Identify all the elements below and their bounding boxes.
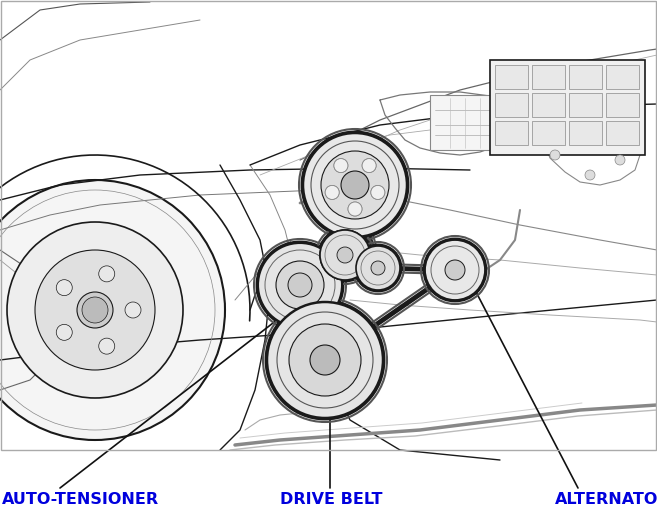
Bar <box>532 93 565 117</box>
Bar <box>569 65 602 89</box>
Circle shape <box>289 324 361 396</box>
Polygon shape <box>115 301 149 320</box>
Circle shape <box>57 280 72 296</box>
Circle shape <box>99 266 115 282</box>
Circle shape <box>310 345 340 375</box>
Circle shape <box>77 292 113 328</box>
Circle shape <box>425 240 485 300</box>
Circle shape <box>0 180 225 440</box>
Circle shape <box>371 185 385 199</box>
Text: ALTERNATOR: ALTERNATOR <box>555 492 657 507</box>
Circle shape <box>276 261 324 309</box>
Circle shape <box>371 185 385 199</box>
Bar <box>569 93 602 117</box>
Circle shape <box>348 202 362 216</box>
Circle shape <box>334 159 348 173</box>
Circle shape <box>310 345 340 375</box>
Circle shape <box>337 247 353 263</box>
Polygon shape <box>98 327 121 364</box>
Circle shape <box>288 273 312 297</box>
Circle shape <box>615 155 625 165</box>
Circle shape <box>371 261 385 275</box>
Circle shape <box>258 243 342 327</box>
Circle shape <box>337 247 353 263</box>
Circle shape <box>57 324 72 340</box>
Circle shape <box>267 302 383 418</box>
Circle shape <box>288 273 312 297</box>
Circle shape <box>267 302 383 418</box>
Bar <box>606 65 639 89</box>
Circle shape <box>362 159 376 173</box>
Bar <box>569 121 602 145</box>
Circle shape <box>99 338 115 354</box>
Bar <box>606 93 639 117</box>
Circle shape <box>320 230 370 280</box>
Circle shape <box>341 171 369 199</box>
Circle shape <box>371 261 385 275</box>
Bar <box>532 65 565 89</box>
Polygon shape <box>98 255 121 292</box>
Circle shape <box>445 260 465 280</box>
Circle shape <box>362 159 376 173</box>
Circle shape <box>325 185 339 199</box>
Circle shape <box>550 150 560 160</box>
Circle shape <box>356 246 400 290</box>
Circle shape <box>125 302 141 318</box>
Circle shape <box>303 133 407 237</box>
Bar <box>606 121 639 145</box>
Bar <box>495 93 528 117</box>
Circle shape <box>303 133 407 237</box>
Text: AUTO-TENSIONER: AUTO-TENSIONER <box>2 492 159 507</box>
Circle shape <box>348 202 362 216</box>
Circle shape <box>325 185 339 199</box>
Circle shape <box>320 230 370 280</box>
Polygon shape <box>45 319 81 350</box>
Circle shape <box>445 260 465 280</box>
Circle shape <box>356 246 400 290</box>
Circle shape <box>585 170 595 180</box>
Circle shape <box>321 151 389 219</box>
Circle shape <box>321 151 389 219</box>
Bar <box>495 65 528 89</box>
Circle shape <box>35 250 155 370</box>
Circle shape <box>334 159 348 173</box>
Circle shape <box>82 297 108 323</box>
Bar <box>495 121 528 145</box>
Circle shape <box>425 240 485 300</box>
Bar <box>1 1 656 450</box>
Circle shape <box>341 171 369 199</box>
Bar <box>490 60 645 155</box>
Bar <box>532 121 565 145</box>
Circle shape <box>7 222 183 398</box>
Polygon shape <box>45 270 81 301</box>
Circle shape <box>258 243 342 327</box>
Text: DRIVE BELT: DRIVE BELT <box>280 492 382 507</box>
Circle shape <box>289 324 361 396</box>
Circle shape <box>276 261 324 309</box>
Bar <box>430 95 510 150</box>
Circle shape <box>585 125 595 135</box>
